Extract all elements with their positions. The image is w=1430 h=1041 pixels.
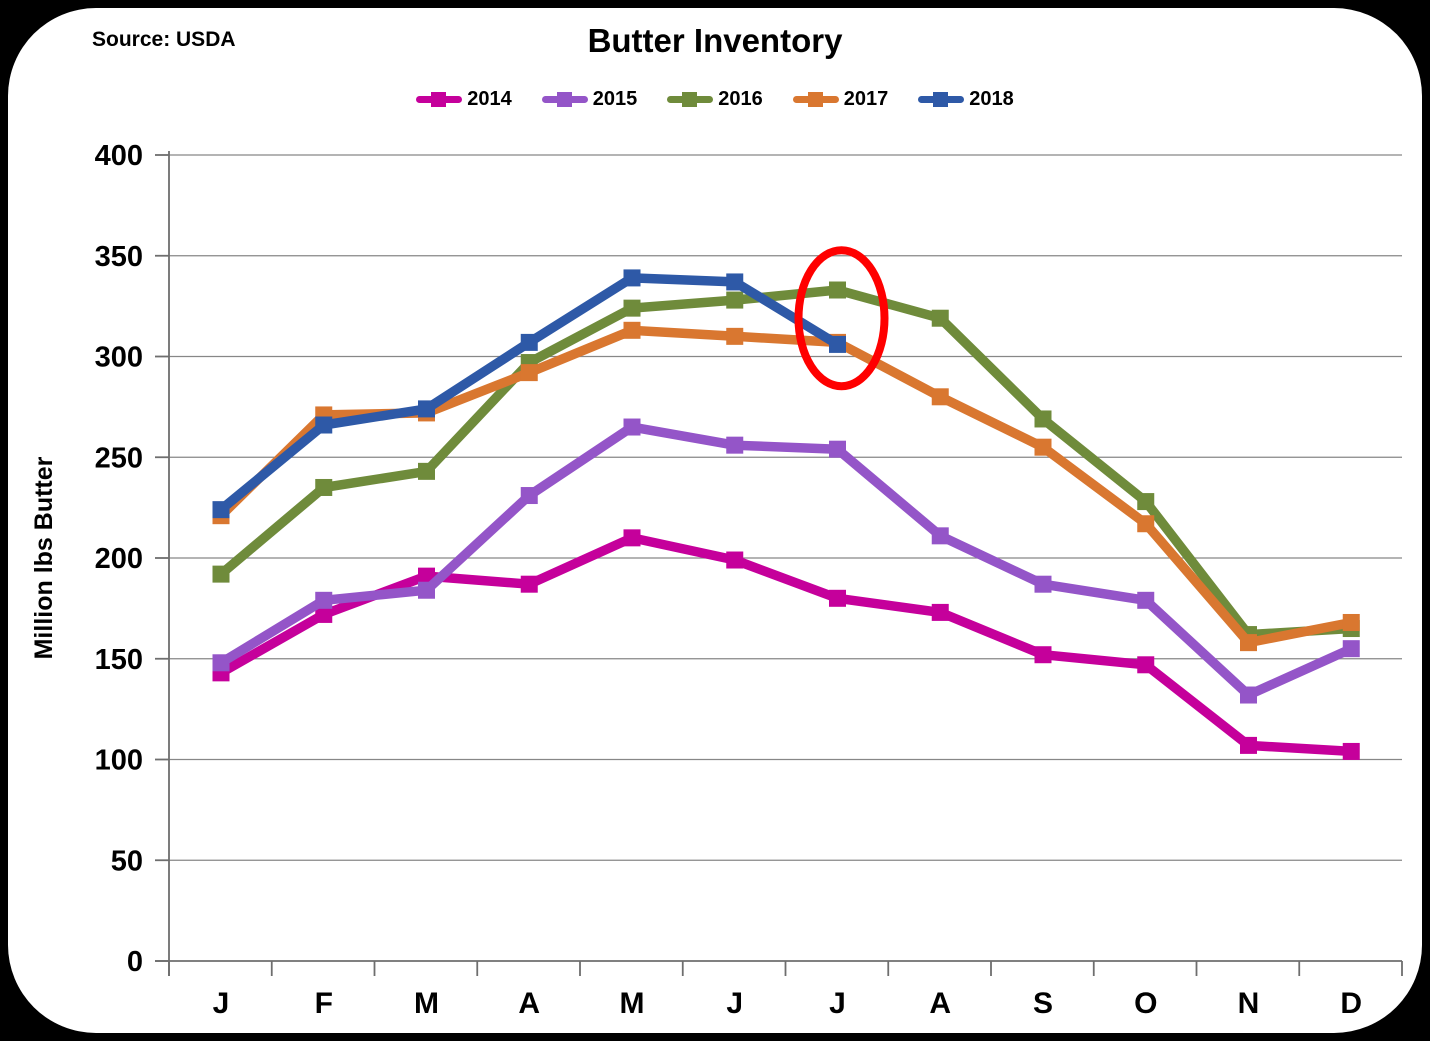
- legend-swatch-2017: [792, 91, 839, 108]
- legend-square-icon: [807, 92, 823, 107]
- series-2018-marker-A3: [520, 333, 538, 351]
- series-2015-marker-O9: [1137, 591, 1155, 609]
- series-2014-marker-O9: [1137, 656, 1155, 674]
- legend-label-2015: 2015: [592, 88, 638, 110]
- series-2018-marker-J0: [212, 501, 230, 519]
- series-2016-marker-J6: [829, 281, 846, 299]
- series-2018-line: [216, 273, 843, 515]
- y-tick-label-100: 100: [95, 745, 143, 777]
- series-2018-marker-J5: [726, 273, 744, 291]
- series-2017-marker-N10: [1240, 634, 1257, 652]
- y-axis-title: Million lbs Butter: [30, 456, 58, 659]
- series-2016-marker-M4: [623, 299, 641, 317]
- series-2015-marker-M4: [623, 418, 641, 436]
- series-2018-marker-M4: [623, 269, 641, 287]
- x-tick-label-8: S: [1033, 987, 1053, 1020]
- legend-label-2017: 2017: [843, 88, 889, 110]
- x-tick-label-2: M: [414, 987, 439, 1020]
- series-2018-marker-F1: [315, 416, 333, 434]
- series-2017-marker-M4: [623, 321, 641, 339]
- series-2015-marker-M2: [418, 581, 435, 599]
- series-2017-marker-A3: [520, 364, 538, 382]
- legend: 2014 2015 2016 2017 2018: [0, 88, 1430, 111]
- legend-label-2014: 2014: [467, 88, 512, 110]
- legend-square-icon: [556, 92, 572, 107]
- series-2015-marker-S8: [1034, 575, 1052, 593]
- chart-card: [8, 8, 1422, 1033]
- x-tick-label-4: M: [620, 987, 645, 1020]
- legend-square-icon: [431, 92, 447, 107]
- x-tick-label-5: J: [726, 987, 743, 1020]
- legend-square-icon: [933, 92, 949, 107]
- x-tick-label-1: F: [315, 987, 333, 1020]
- source-label: Source: USDA: [92, 28, 236, 51]
- series-2015-marker-J0: [212, 654, 230, 672]
- series-2015-marker-J5: [726, 436, 744, 454]
- series-2014-marker-F1: [315, 605, 333, 623]
- x-tick-label-3: A: [518, 987, 540, 1020]
- series-2014-marker-S8: [1034, 646, 1052, 664]
- legend-swatch-2018: [918, 91, 965, 108]
- series-2016-marker-O9: [1137, 493, 1155, 511]
- series-2014-marker-M4: [623, 529, 641, 547]
- y-tick-label-50: 50: [111, 845, 143, 877]
- series-2015-marker-N10: [1240, 686, 1257, 704]
- legend-item-2014: 2014: [416, 88, 512, 111]
- series-2014-marker-J5: [726, 551, 744, 569]
- x-tick-label-7: A: [929, 987, 951, 1020]
- legend-square-icon: [682, 92, 698, 107]
- legend-label-2016: 2016: [718, 88, 763, 110]
- series-2016-marker-J0: [212, 565, 230, 583]
- legend-item-2016: 2016: [667, 88, 763, 111]
- x-tick-label-10: N: [1238, 987, 1260, 1020]
- series-2015-marker-F1: [315, 591, 333, 609]
- series-2016-line: [216, 285, 1357, 640]
- series-2016-marker-M2: [418, 462, 435, 480]
- y-tick-label-400: 400: [95, 140, 143, 172]
- series-2015-marker-A3: [520, 487, 538, 505]
- series-2017-marker-O9: [1137, 515, 1155, 533]
- y-tick-label-250: 250: [95, 442, 143, 474]
- y-tick-label-200: 200: [95, 543, 143, 575]
- y-tick-label-150: 150: [95, 644, 143, 676]
- series-2015-marker-A7: [931, 527, 949, 545]
- chart-title: Butter Inventory: [587, 22, 843, 59]
- series-2017-marker-J5: [726, 327, 744, 345]
- series-2014-line: [216, 533, 1357, 757]
- legend-swatch-2016: [667, 91, 714, 108]
- y-tick-label-300: 300: [95, 342, 143, 374]
- series-2014-marker-J6: [829, 589, 846, 607]
- legend-item-2017: 2017: [792, 88, 889, 111]
- series-2016-marker-F1: [315, 478, 333, 496]
- series-2017-marker-D11: [1342, 613, 1360, 631]
- series-2014-marker-N10: [1240, 736, 1257, 754]
- x-tick-label-6: J: [829, 987, 846, 1020]
- series-2015-marker-D11: [1342, 640, 1360, 658]
- series-2014-marker-D11: [1342, 742, 1360, 760]
- series-2018-marker-M2: [418, 400, 435, 418]
- series-2018-marker-J6: [829, 335, 846, 353]
- y-tick-label-350: 350: [95, 241, 143, 273]
- series-2014-marker-A7: [931, 603, 949, 621]
- series-2016-marker-S8: [1034, 410, 1052, 428]
- x-tick-label-0: J: [213, 987, 230, 1020]
- y-tick-label-0: 0: [127, 946, 143, 978]
- legend-item-2018: 2018: [918, 88, 1014, 111]
- series-2015-line: [216, 422, 1357, 700]
- series-2017-marker-S8: [1034, 438, 1052, 456]
- x-tick-label-9: O: [1134, 987, 1157, 1020]
- series-2014-marker-A3: [520, 575, 538, 593]
- x-tick-label-11: D: [1340, 987, 1362, 1020]
- legend-label-2018: 2018: [969, 88, 1014, 110]
- series-2017-marker-A7: [931, 388, 949, 406]
- legend-swatch-2015: [541, 91, 588, 108]
- legend-item-2015: 2015: [541, 88, 638, 111]
- series-2015-marker-J6: [829, 440, 846, 458]
- legend-swatch-2014: [416, 91, 463, 108]
- series-2016-marker-A7: [931, 309, 949, 327]
- series-2016-marker-J5: [726, 291, 744, 309]
- annotation-ellipse: [794, 246, 889, 391]
